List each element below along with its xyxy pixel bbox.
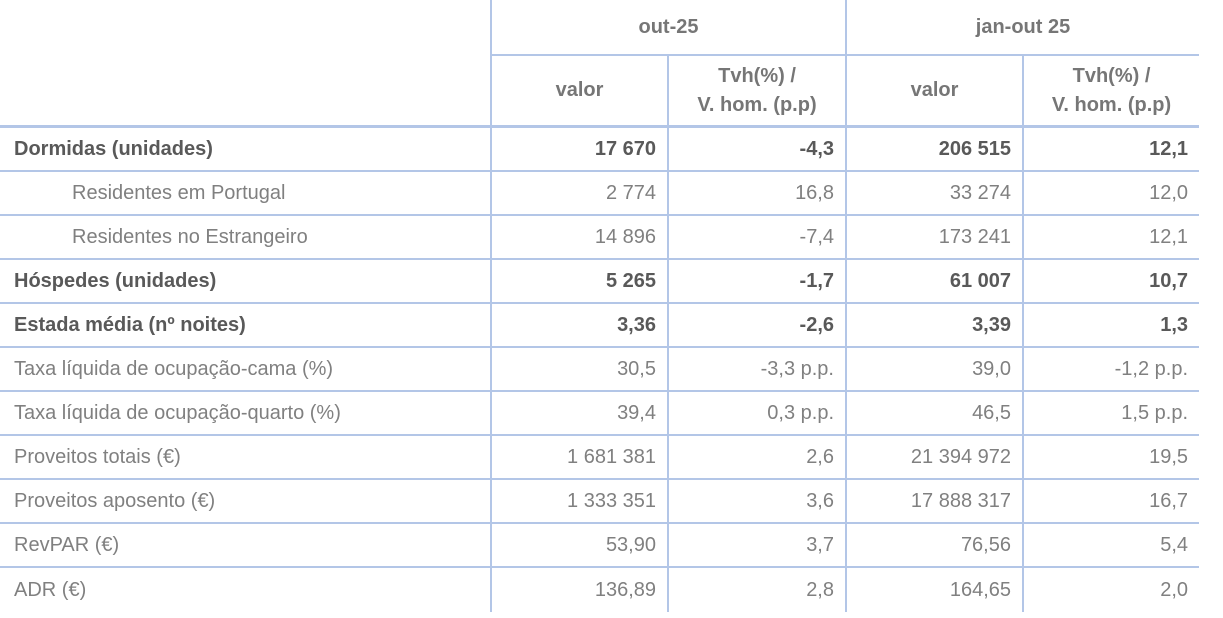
cell-out25-tvh: 3,7	[667, 524, 845, 568]
cell-janout25-valor: 33 274	[845, 172, 1022, 216]
period-header-row: out-25 jan-out 25	[0, 0, 1200, 56]
cell-janout25-tvh: 12,1	[1022, 128, 1200, 172]
row-label: Estada média (nº noites)	[0, 304, 490, 348]
cell-janout25-tvh: 16,7	[1022, 480, 1200, 524]
cell-janout25-valor: 17 888 317	[845, 480, 1022, 524]
cell-janout25-valor: 61 007	[845, 260, 1022, 304]
cell-out25-tvh: 3,6	[667, 480, 845, 524]
cell-janout25-valor: 3,39	[845, 304, 1022, 348]
table-row-hospedes: Hóspedes (unidades) 5 265 -1,7 61 007 10…	[0, 260, 1200, 304]
cell-janout25-valor: 39,0	[845, 348, 1022, 392]
cell-janout25-tvh: 10,7	[1022, 260, 1200, 304]
table-row-adr: ADR (€) 136,89 2,8 164,65 2,0	[0, 568, 1199, 612]
cell-janout25-tvh: 2,0	[1022, 568, 1199, 612]
cell-out25-tvh: -4,3	[667, 128, 845, 172]
period-header-janout25: jan-out 25	[845, 0, 1200, 56]
cell-janout25-valor: 76,56	[845, 524, 1022, 568]
cell-janout25-valor: 46,5	[845, 392, 1022, 436]
cell-out25-valor: 2 774	[490, 172, 667, 216]
cell-janout25-tvh: 12,0	[1022, 172, 1200, 216]
row-label: Taxa líquida de ocupação-quarto (%)	[0, 392, 490, 436]
cell-out25-valor: 1 681 381	[490, 436, 667, 480]
cell-janout25-tvh: 5,4	[1022, 524, 1200, 568]
cell-janout25-valor: 173 241	[845, 216, 1022, 260]
tourism-stats-table: out-25 jan-out 25 valor Tvh(%) / V. hom.…	[0, 0, 1200, 612]
table-row-residentes-portugal: Residentes em Portugal 2 774 16,8 33 274…	[0, 172, 1200, 216]
cell-out25-tvh: -2,6	[667, 304, 845, 348]
cell-out25-tvh: 2,6	[667, 436, 845, 480]
table-row-taxa-ocupacao-cama: Taxa líquida de ocupação-cama (%) 30,5 -…	[0, 348, 1200, 392]
table-row-taxa-ocupacao-quarto: Taxa líquida de ocupação-quarto (%) 39,4…	[0, 392, 1200, 436]
cell-out25-valor: 17 670	[490, 128, 667, 172]
table-row-dormidas: Dormidas (unidades) 17 670 -4,3 206 515 …	[0, 128, 1200, 172]
row-label: Taxa líquida de ocupação-cama (%)	[0, 348, 490, 392]
row-label: Hóspedes (unidades)	[0, 260, 490, 304]
corner-cell-2	[0, 56, 490, 128]
cell-out25-valor: 14 896	[490, 216, 667, 260]
cell-out25-tvh: 0,3 p.p.	[667, 392, 845, 436]
row-label: RevPAR (€)	[0, 524, 490, 568]
table-row-revpar: RevPAR (€) 53,90 3,7 76,56 5,4	[0, 524, 1200, 568]
cell-out25-tvh: 16,8	[667, 172, 845, 216]
cell-janout25-tvh: 19,5	[1022, 436, 1200, 480]
row-label: Proveitos aposento (€)	[0, 480, 490, 524]
cell-janout25-tvh: 12,1	[1022, 216, 1200, 260]
table-row-proveitos-aposento: Proveitos aposento (€) 1 333 351 3,6 17 …	[0, 480, 1200, 524]
row-label: ADR (€)	[14, 578, 87, 601]
row-label: Dormidas (unidades)	[0, 128, 490, 172]
cell-janout25-valor: 206 515	[845, 128, 1022, 172]
row-label: Proveitos totais (€)	[0, 436, 490, 480]
cell-janout25-tvh: -1,2 p.p.	[1022, 348, 1200, 392]
cell-out25-valor: 5 265	[490, 260, 667, 304]
cell-out25-tvh: -3,3 p.p.	[667, 348, 845, 392]
cell-out25-valor: 39,4	[490, 392, 667, 436]
cell-out25-valor: 136,89	[490, 568, 667, 612]
cell-janout25-tvh: 1,3	[1022, 304, 1200, 348]
table-row-estada-media: Estada média (nº noites) 3,36 -2,6 3,39 …	[0, 304, 1200, 348]
subheader-row: valor Tvh(%) / V. hom. (p.p) valor Tvh(%…	[0, 56, 1200, 128]
cell-out25-valor: 30,5	[490, 348, 667, 392]
cell-out25-tvh: -7,4	[667, 216, 845, 260]
cell-janout25-valor: 164,65	[845, 568, 1022, 612]
cell-janout25-valor: 21 394 972	[845, 436, 1022, 480]
subheader-janout25-tvh: Tvh(%) / V. hom. (p.p)	[1022, 56, 1200, 128]
table-row-residentes-estrangeiro: Residentes no Estrangeiro 14 896 -7,4 17…	[0, 216, 1200, 260]
subheader-out25-valor: valor	[490, 56, 667, 128]
row-label: Residentes no Estrangeiro	[0, 216, 490, 260]
row-label: Residentes em Portugal	[0, 172, 490, 216]
cell-out25-valor: 1 333 351	[490, 480, 667, 524]
cell-out25-valor: 53,90	[490, 524, 667, 568]
period-header-out25: out-25	[490, 0, 845, 56]
corner-cell	[0, 0, 490, 56]
subheader-out25-tvh: Tvh(%) / V. hom. (p.p)	[667, 56, 845, 128]
cell-out25-tvh: 2,8	[667, 568, 845, 612]
cell-out25-valor: 3,36	[490, 304, 667, 348]
cell-janout25-tvh: 1,5 p.p.	[1022, 392, 1200, 436]
subheader-janout25-valor: valor	[845, 56, 1022, 128]
table-row-proveitos-totais: Proveitos totais (€) 1 681 381 2,6 21 39…	[0, 436, 1200, 480]
cell-out25-tvh: -1,7	[667, 260, 845, 304]
